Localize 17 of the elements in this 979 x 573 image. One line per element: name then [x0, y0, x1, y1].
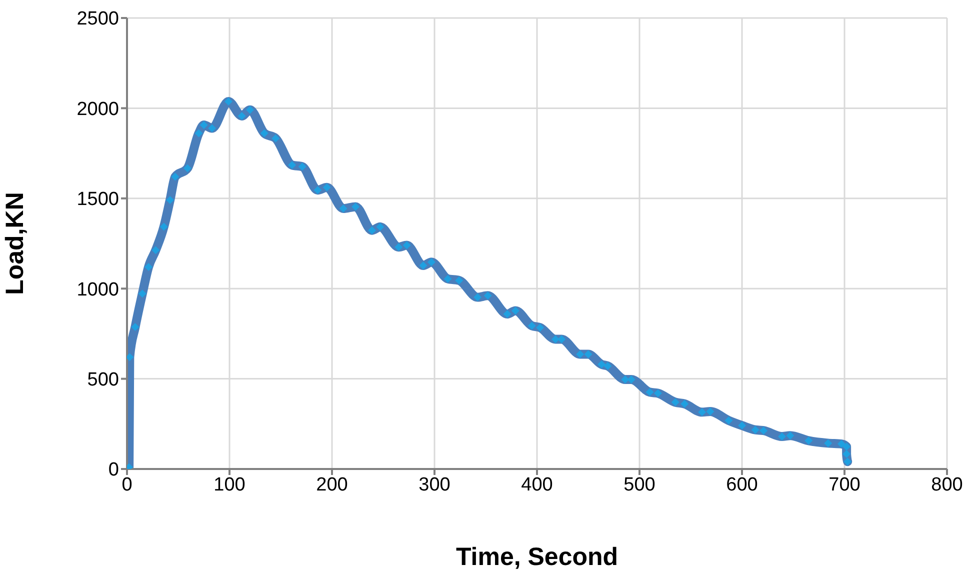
x-tick-label: 400 — [521, 474, 553, 496]
y-axis-title: Load,KN — [0, 192, 29, 295]
x-tick-label: 0 — [122, 474, 132, 496]
x-tick-label: 300 — [418, 474, 450, 496]
y-tick-label: 2500 — [76, 8, 119, 30]
y-tick-label: 2000 — [76, 98, 119, 120]
x-tick-label: 100 — [214, 474, 246, 496]
y-tick-label: 500 — [87, 370, 119, 391]
x-axis-title: Time, Second — [456, 543, 618, 571]
y-tick-label: 1000 — [76, 279, 119, 300]
x-tick-label: 500 — [624, 474, 656, 496]
y-tick-label: 1500 — [76, 189, 119, 210]
x-tick-label: 800 — [931, 474, 963, 496]
x-tick-label: 200 — [316, 474, 348, 496]
x-tick-label: 700 — [828, 474, 860, 496]
y-tick-label: 0 — [108, 460, 119, 481]
x-tick-label: 600 — [726, 474, 758, 496]
